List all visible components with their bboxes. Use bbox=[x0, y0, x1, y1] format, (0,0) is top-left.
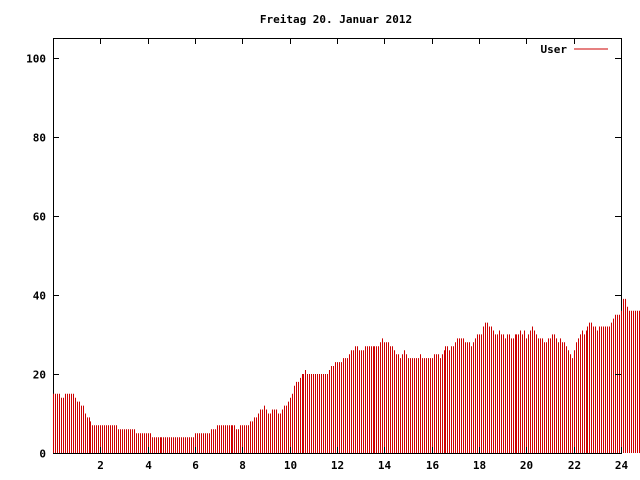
bars bbox=[53, 298, 640, 453]
x-tick-label: 24 bbox=[615, 459, 629, 472]
y-tick-label: 40 bbox=[33, 290, 46, 303]
y-tick-label: 100 bbox=[26, 53, 46, 66]
legend-label-user: User bbox=[541, 43, 568, 56]
x-tick-label: 6 bbox=[192, 459, 199, 472]
x-tick-label: 4 bbox=[145, 459, 152, 472]
legend: User bbox=[541, 43, 608, 56]
x-tick-label: 22 bbox=[568, 459, 581, 472]
x-tick-label: 8 bbox=[239, 459, 246, 472]
y-tick-label: 60 bbox=[33, 211, 46, 224]
x-tick-label: 14 bbox=[378, 459, 392, 472]
y-tick-label: 0 bbox=[39, 448, 46, 461]
x-tick-label: 16 bbox=[426, 459, 440, 472]
x-tick-label: 12 bbox=[331, 459, 344, 472]
x-tick-label: 10 bbox=[284, 459, 297, 472]
x-tick-label: 2 bbox=[97, 459, 104, 472]
y-tick-label: 20 bbox=[33, 369, 46, 382]
x-tick-label: 20 bbox=[520, 459, 533, 472]
x-tick-label: 18 bbox=[473, 459, 486, 472]
chart-title: Freitag 20. Januar 2012 bbox=[260, 13, 412, 26]
y-tick-label: 80 bbox=[33, 132, 46, 145]
